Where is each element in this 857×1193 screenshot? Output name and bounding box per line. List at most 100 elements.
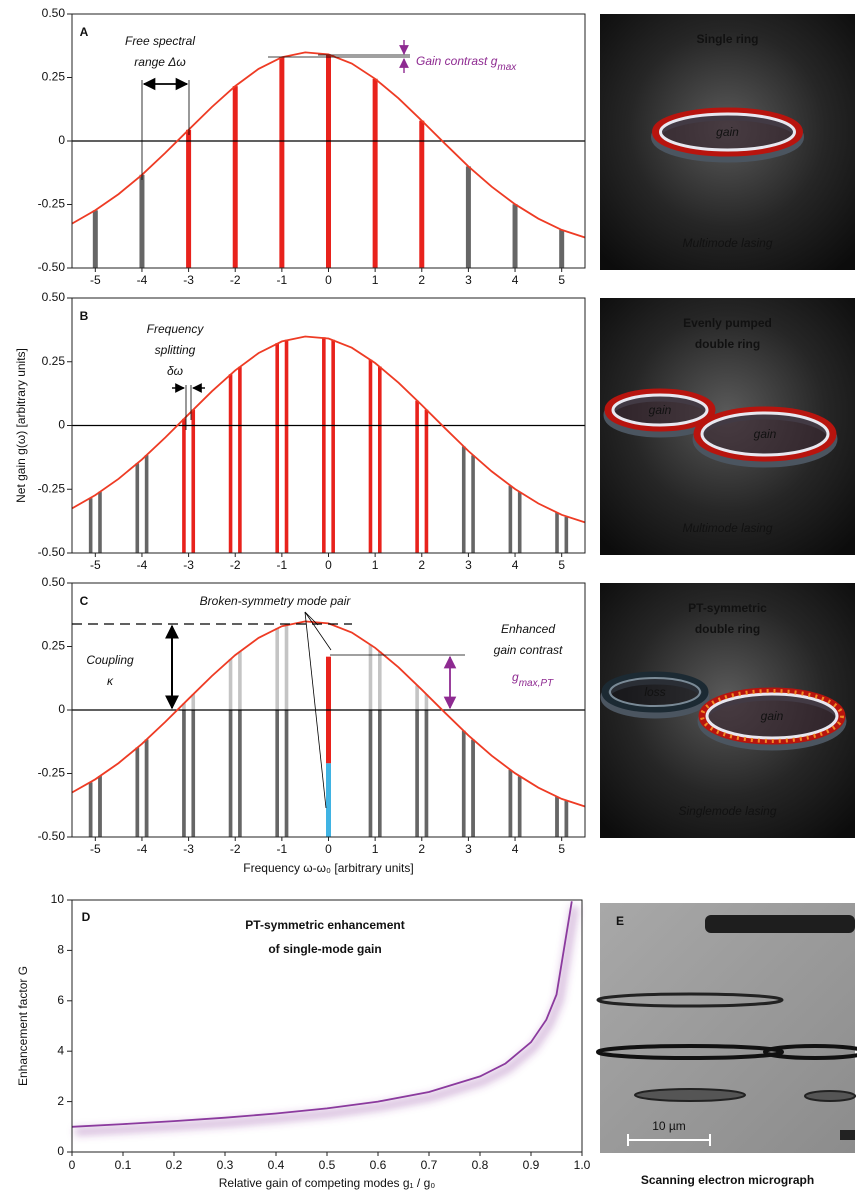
- pair-pointer: [304, 611, 332, 651]
- x-tick-label: 5: [558, 273, 565, 287]
- y-tick-label: 0: [57, 1144, 64, 1158]
- x-tick-label: 4: [512, 273, 519, 287]
- mode-bar-lower: [275, 710, 279, 837]
- x-tick-label: -1: [277, 842, 288, 856]
- annotation: Enhanced: [501, 622, 555, 636]
- y-tick-label: -0.50: [38, 260, 66, 274]
- mode-bar-lower: [461, 730, 466, 837]
- y-tick-label: 0: [58, 702, 65, 716]
- ring-gain: [652, 107, 803, 157]
- mode-bar: [517, 492, 522, 553]
- annotation: Free spectral: [125, 34, 195, 48]
- x-tick-label: 0: [325, 273, 332, 287]
- x-tick-label: 0.9: [523, 1158, 540, 1172]
- sem-feature: [840, 1130, 855, 1140]
- panel-letter: E: [616, 914, 624, 928]
- x-tick-label: 3: [465, 273, 472, 287]
- ring-loss: [601, 671, 709, 713]
- mode-bar: [512, 204, 518, 268]
- x-tick-label: -2: [230, 842, 241, 856]
- mode-bar: [182, 418, 186, 553]
- mode-bar: [238, 366, 242, 553]
- x-tick-label: 0.2: [166, 1158, 183, 1172]
- x-tick-label: 0.7: [421, 1158, 438, 1172]
- mode-bar-lower: [378, 710, 382, 837]
- y-tick-label: -0.50: [38, 545, 66, 559]
- mode-bar: [461, 446, 466, 553]
- y-axis-label: Enhancement factor G: [16, 966, 30, 1086]
- mode-bar-lower: [471, 739, 475, 837]
- annotation: range Δω: [134, 55, 185, 69]
- x-tick-label: 1.0: [574, 1158, 591, 1172]
- x-tick-label: 1: [372, 558, 379, 572]
- x-tick-label: 4: [512, 558, 519, 572]
- mode-bar-lower: [228, 710, 233, 837]
- x-tick-label: 0.6: [370, 1158, 387, 1172]
- y-axis-label: Net gain g(ω) [arbitrary units]: [14, 348, 28, 503]
- ring-label: gain: [754, 427, 777, 441]
- x-tick-label: 3: [465, 842, 472, 856]
- y-tick-label: 10: [51, 892, 65, 906]
- mode-bar-lower: [517, 776, 522, 837]
- gain-curve: [71, 51, 586, 239]
- y-tick-label: 0.50: [42, 575, 66, 589]
- sem-ring: [804, 1090, 856, 1102]
- y-tick-label: 0: [58, 418, 65, 432]
- sem-ring: [763, 1044, 857, 1060]
- y-tick-label: 6: [57, 993, 64, 1007]
- image-caption: Scanning electron micrograph: [641, 1173, 814, 1187]
- mode-bar: [372, 78, 378, 269]
- mode-bar: [98, 491, 102, 553]
- y-tick-label: -0.50: [38, 829, 66, 843]
- x-tick-label: 0.8: [472, 1158, 489, 1172]
- annotation: Broken-symmetry mode pair: [200, 594, 352, 608]
- x-tick-label: -4: [137, 273, 148, 287]
- x-tick-label: 5: [558, 558, 565, 572]
- x-tick-label: 4: [512, 842, 519, 856]
- mode-bar: [424, 409, 429, 553]
- sem-feature: [705, 915, 855, 933]
- y-tick-label: 4: [57, 1043, 64, 1057]
- line-shadow: [74, 905, 579, 1136]
- y-tick-label: -0.25: [38, 481, 66, 495]
- ring-dots: [700, 689, 844, 743]
- x-tick-label: 0: [69, 1158, 76, 1172]
- mode-bar-lower: [508, 769, 513, 837]
- image-title: double ring: [695, 337, 760, 351]
- mode-bar-lower: [144, 739, 149, 837]
- x-tick-label: 3: [465, 558, 472, 572]
- mode-bar: [144, 455, 149, 553]
- x-tick-label: -2: [230, 558, 241, 572]
- mode-bar-lower: [182, 710, 186, 837]
- scale-label: 10 µm: [652, 1119, 686, 1133]
- ring-label: loss: [644, 685, 665, 699]
- x-tick-label: 0.3: [217, 1158, 234, 1172]
- chart-title: PT-symmetric enhancement: [245, 918, 404, 932]
- mode-bar: [284, 339, 289, 553]
- image-title: Single ring: [696, 32, 758, 46]
- y-tick-label: -0.25: [38, 766, 66, 780]
- mode-bar: [415, 400, 419, 553]
- y-tick-label: 0.25: [42, 70, 66, 84]
- ring-label: gain: [761, 709, 784, 723]
- annotation-subscript: max,PT: [519, 678, 554, 689]
- x-tick-label: 5: [558, 842, 565, 856]
- y-tick-label: 0.50: [42, 6, 66, 20]
- mode-bar: [326, 54, 331, 268]
- mode-bar: [275, 343, 279, 553]
- mode-bar-lower: [98, 776, 102, 837]
- mode-bar: [559, 229, 565, 268]
- mode-bar: [465, 166, 471, 268]
- mode-bar: [331, 339, 335, 553]
- pair-pointer: [304, 611, 319, 626]
- x-tick-label: -4: [137, 558, 148, 572]
- mode-bar-lower: [284, 710, 289, 837]
- annotation: κ: [107, 674, 114, 688]
- panel-letter: B: [80, 309, 89, 323]
- x-axis-label: Frequency ω-ω₀ [arbitrary units]: [243, 861, 413, 875]
- annotation-text: Gain contrast g: [416, 54, 498, 68]
- mode-bar-lower: [564, 800, 569, 837]
- x-tick-label: 0.1: [115, 1158, 132, 1172]
- mode-bar: [564, 516, 569, 553]
